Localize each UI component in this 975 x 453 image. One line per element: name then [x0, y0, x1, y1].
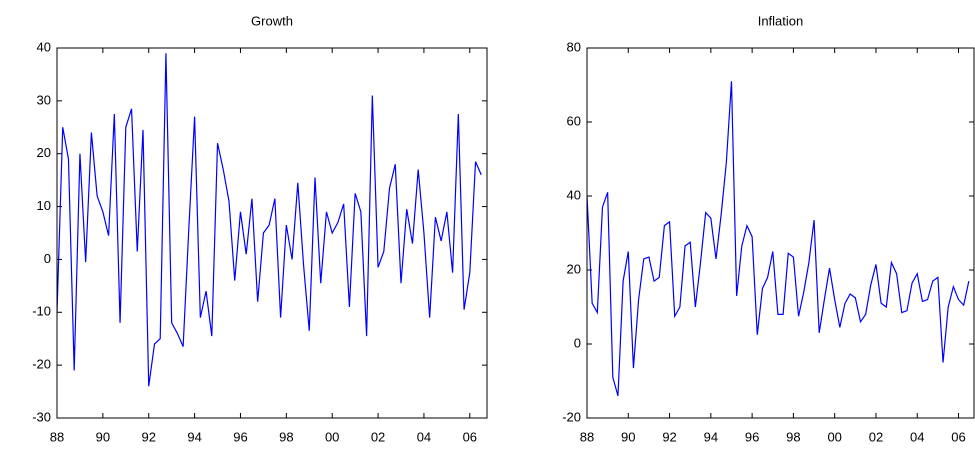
y-tick-label: 40 — [37, 39, 51, 54]
x-tick-label: 06 — [951, 429, 965, 444]
y-tick-label: 20 — [567, 261, 581, 276]
data-line — [57, 53, 482, 387]
chart-title: Inflation — [758, 13, 804, 28]
plot-area — [57, 53, 482, 387]
y-tick-label: -20 — [562, 409, 581, 424]
x-tick-label: 06 — [463, 429, 477, 444]
x-tick-label: 90 — [621, 429, 635, 444]
y-tick-label: 30 — [37, 92, 51, 107]
x-tick-label: 94 — [187, 429, 201, 444]
chart-title: Growth — [251, 13, 293, 28]
data-line — [587, 81, 970, 396]
x-tick-label: 04 — [417, 429, 431, 444]
x-tick-label: 96 — [745, 429, 759, 444]
y-tick-label: 60 — [567, 113, 581, 128]
y-tick-label: -10 — [32, 304, 51, 319]
x-tick-label: 02 — [371, 429, 385, 444]
y-tick-label: 80 — [567, 39, 581, 54]
x-tick-label: 00 — [827, 429, 841, 444]
x-tick-label: 92 — [662, 429, 676, 444]
x-tick-label: 88 — [50, 429, 64, 444]
y-tick-label: -20 — [32, 357, 51, 372]
plot-frame — [586, 47, 975, 419]
x-tick-label: 00 — [325, 429, 339, 444]
chart-panel: Inflation -20 0 20 40 60 80 88 90 92 94 96 98 00 02 04 0… — [562, 13, 975, 444]
x-tick-label: 98 — [279, 429, 293, 444]
plot-area — [587, 81, 970, 396]
x-tick-label: 94 — [704, 429, 718, 444]
x-tick-label: 90 — [96, 429, 110, 444]
x-tick-label: 88 — [580, 429, 594, 444]
plot-frame — [56, 47, 488, 419]
y-tick-label: 0 — [574, 335, 581, 350]
x-tick-label: 96 — [233, 429, 247, 444]
y-tick-label: 20 — [37, 145, 51, 160]
y-tick-label: -30 — [32, 409, 51, 424]
x-tick-label: 04 — [910, 429, 924, 444]
chart-panel: Growth -30 -20 -10 0 10 20 30 40 88 90 92 94 96 98 00 02… — [32, 13, 488, 444]
x-tick-label: 98 — [786, 429, 800, 444]
x-tick-label: 92 — [141, 429, 155, 444]
y-tick-label: 10 — [37, 198, 51, 213]
x-tick-label: 02 — [869, 429, 883, 444]
y-tick-label: 40 — [567, 187, 581, 202]
y-tick-label: 0 — [44, 251, 51, 266]
